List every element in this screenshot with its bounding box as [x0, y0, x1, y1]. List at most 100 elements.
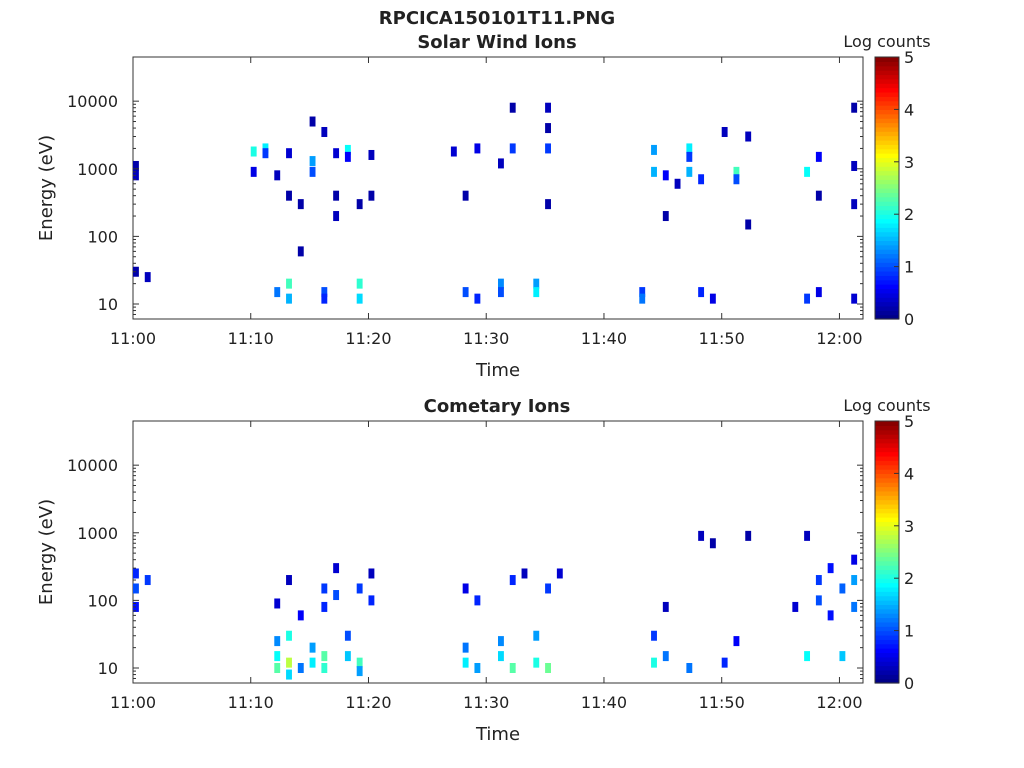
data-cell: [662, 651, 669, 662]
colorbar-segment: [875, 222, 899, 228]
colorbar-segment: [875, 192, 899, 198]
data-cell: [356, 666, 363, 677]
data-cell: [356, 199, 363, 210]
colorbar-segment: [875, 665, 899, 671]
data-cell: [356, 293, 363, 304]
colorbar-segment: [875, 595, 899, 601]
colorbar-segment: [875, 521, 899, 527]
data-cell: [721, 126, 728, 137]
data-cell: [274, 663, 281, 674]
data-cell: [827, 610, 834, 621]
data-cell: [274, 287, 281, 298]
data-cell: [309, 166, 316, 177]
colorbar-segment: [875, 131, 899, 137]
data-cell: [286, 278, 292, 289]
colorbar-segment: [875, 582, 899, 588]
data-cell: [792, 601, 799, 612]
colorbar-segment: [875, 244, 899, 250]
data-cell: [733, 174, 740, 185]
colorbar-frame: [874, 56, 900, 320]
data-cell: [804, 166, 811, 177]
data-cell: [450, 146, 457, 157]
data-cell: [286, 657, 292, 668]
colorbar-segment: [875, 166, 899, 172]
colorbar-segment: [875, 161, 899, 167]
colorbar-segment: [875, 464, 899, 470]
colorbar-segment: [875, 591, 899, 597]
y-tick-label: 1000: [77, 524, 118, 543]
x-tick-label: 11:00: [110, 329, 156, 348]
colorbar-tick-label: 1: [904, 258, 914, 277]
x-tick-label: 12:00: [816, 329, 862, 348]
colorbar-tick-label: 4: [904, 464, 914, 483]
colorbar-segment: [875, 565, 899, 571]
colorbar-tick-label: 0: [904, 674, 914, 693]
data-cell: [839, 583, 846, 594]
x-tick-label: 11:10: [228, 693, 274, 712]
colorbar-segment: [875, 652, 899, 658]
data-cell: [651, 657, 657, 668]
data-cell: [851, 102, 858, 113]
colorbar-segment: [875, 425, 899, 431]
colorbar-segment: [875, 560, 899, 566]
colorbar-segment: [875, 674, 899, 680]
x-tick-label: 11:20: [345, 329, 391, 348]
colorbar-segment: [875, 205, 899, 211]
colorbar-label: Log counts: [843, 32, 930, 51]
data-cell: [321, 293, 328, 304]
data-cell: [662, 601, 669, 612]
colorbar-segment: [875, 639, 899, 645]
data-cell: [462, 190, 469, 201]
colorbar-segment: [875, 279, 899, 285]
colorbar-segment: [875, 109, 899, 115]
data-cell: [344, 151, 351, 162]
colorbar-segment: [875, 153, 899, 159]
data-cell: [804, 293, 811, 304]
colorbar-segment: [875, 170, 899, 176]
colorbar-label: Log counts: [843, 396, 930, 415]
data-cell: [851, 554, 858, 565]
colorbar-segment: [875, 451, 899, 457]
colorbar-segment: [875, 643, 899, 649]
colorbar-segment: [875, 473, 899, 479]
colorbar-segment: [875, 201, 899, 207]
colorbar-segment: [875, 126, 899, 132]
colorbar-tick-label: 3: [904, 517, 914, 536]
colorbar-segment: [875, 538, 899, 544]
colorbar-segment: [875, 275, 899, 281]
colorbar-segment: [875, 266, 899, 272]
data-cell: [309, 657, 316, 668]
colorbar-segment: [875, 218, 899, 224]
colorbar-segment: [875, 148, 899, 154]
data-cell: [356, 657, 363, 668]
colorbar-tick-label: 5: [904, 412, 914, 431]
data-cell: [827, 563, 834, 574]
colorbar-segment: [875, 482, 899, 488]
data-cell: [321, 601, 328, 612]
data-cell: [250, 166, 257, 177]
data-cell: [462, 657, 469, 668]
colorbar-segment: [875, 249, 899, 255]
data-cell: [698, 287, 705, 298]
data-cell: [333, 148, 340, 159]
data-cell: [686, 663, 693, 674]
data-cell: [533, 630, 540, 641]
data-cell: [721, 657, 728, 668]
colorbar-segment: [875, 442, 899, 448]
data-cell: [333, 190, 340, 201]
data-cell: [474, 595, 481, 606]
data-cell: [851, 601, 858, 612]
data-cell: [462, 287, 469, 298]
colorbar-segment: [875, 600, 899, 605]
data-cell: [333, 563, 340, 574]
data-cell: [745, 219, 752, 230]
data-cell: [651, 630, 657, 641]
data-cell: [344, 651, 351, 662]
data-cell: [321, 583, 328, 594]
colorbar-tick-label: 2: [904, 569, 914, 588]
y-tick-label: 10: [98, 659, 118, 678]
data-cell: [286, 575, 292, 586]
data-cell: [815, 287, 822, 298]
